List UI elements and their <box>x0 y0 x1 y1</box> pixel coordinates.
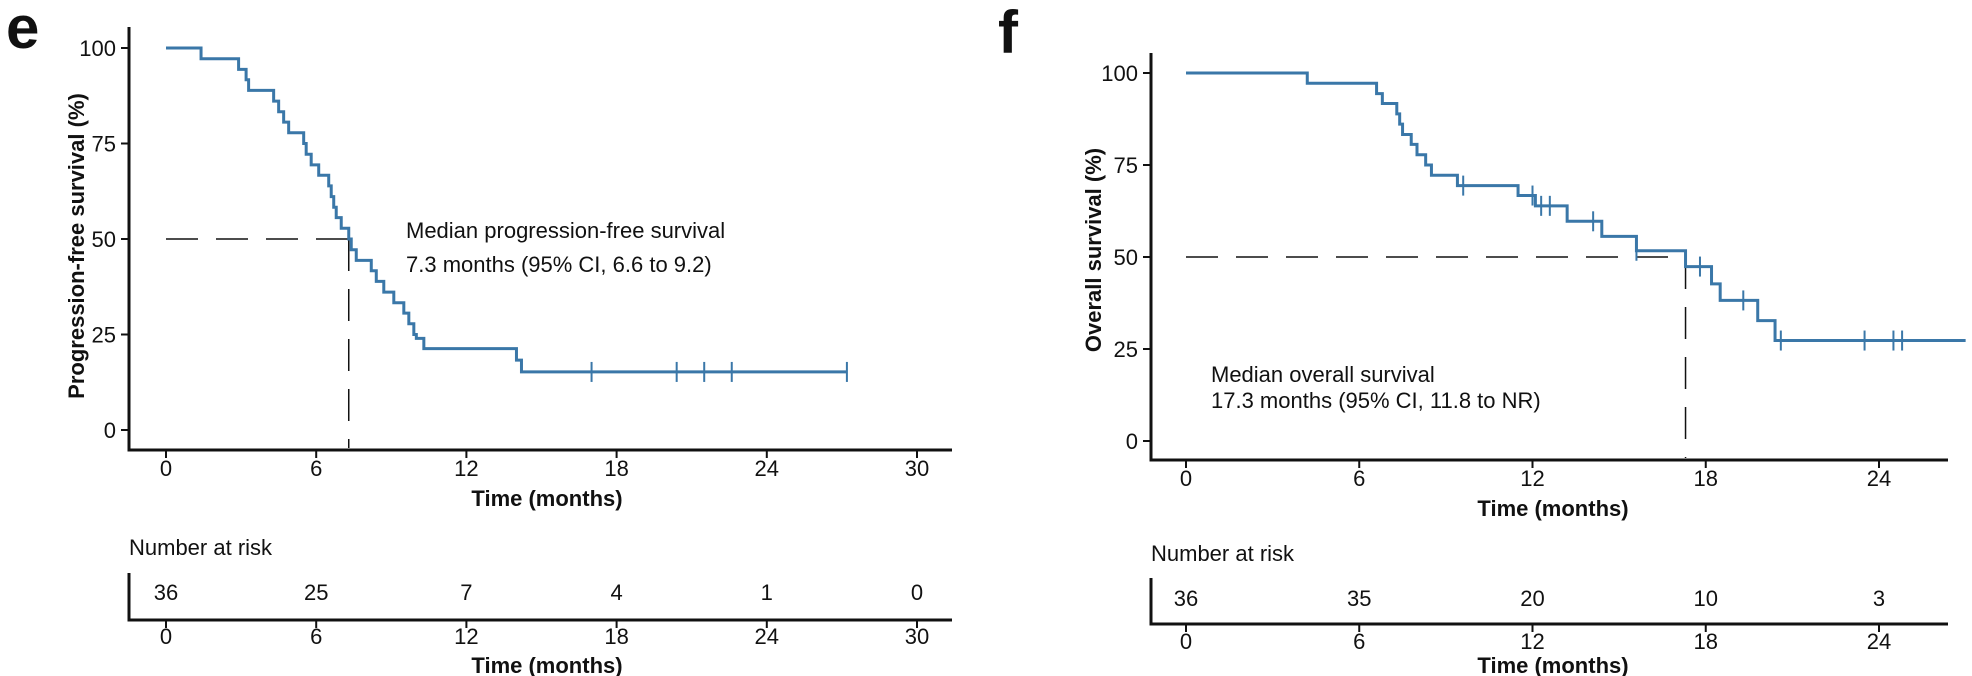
os-risk-x-tick-label: 0 <box>1180 629 1192 654</box>
os-y-tick-label: 0 <box>1126 429 1138 454</box>
pfs-risk-count: 0 <box>911 580 923 605</box>
os-risk-x-tick-label: 6 <box>1353 629 1365 654</box>
pfs-risk-x-tick-label: 18 <box>604 624 628 649</box>
pfs-risk-count: 4 <box>610 580 622 605</box>
pfs-risk-x-ticks: 0 6 12 18 24 30 <box>160 620 929 649</box>
os-x-tick-label: 18 <box>1694 466 1718 491</box>
os-risk-x-tick-label: 24 <box>1867 629 1891 654</box>
os-y-ticks: 0 25 50 75 100 <box>1101 61 1151 454</box>
os-x-tick-label: 24 <box>1867 466 1891 491</box>
pfs-x-tick-label: 6 <box>310 456 322 481</box>
pfs-median-annotation-line1: Median progression-free survival <box>406 218 725 243</box>
pfs-x-tick-label: 18 <box>604 456 628 481</box>
pfs-x-ticks: 0 6 12 18 24 30 <box>160 450 929 481</box>
os-risk-x-tick-label: 18 <box>1694 629 1718 654</box>
pfs-risk-count: 7 <box>460 580 472 605</box>
pfs-y-tick-label: 25 <box>92 323 116 348</box>
os-risk-counts: 36 35 20 10 3 <box>1174 586 1885 611</box>
pfs-risk-counts: 36 25 7 4 1 0 <box>154 580 923 605</box>
pfs-x-tick-label: 24 <box>755 456 779 481</box>
os-y-tick-label: 75 <box>1114 153 1138 178</box>
pfs-risk-count: 1 <box>761 580 773 605</box>
os-median-annotation-line1: Median overall survival <box>1211 362 1435 387</box>
os-risk-x-tick-label: 12 <box>1520 629 1544 654</box>
os-risk-x-axis-title: Time (months) <box>1477 653 1628 676</box>
pfs-risk-axes <box>127 573 952 622</box>
os-risk-table-title: Number at risk <box>1151 541 1295 566</box>
os-x-ticks: 0 6 12 18 24 <box>1180 460 1891 491</box>
pfs-median-guide <box>166 238 350 448</box>
pfs-x-tick-label: 12 <box>454 456 478 481</box>
os-risk-count: 20 <box>1520 586 1544 611</box>
os-x-tick-label: 6 <box>1353 466 1365 491</box>
pfs-risk-count: 36 <box>154 580 178 605</box>
pfs-x-axis-title: Time (months) <box>471 486 622 511</box>
pfs-risk-x-tick-label: 30 <box>905 624 929 649</box>
os-axes <box>1149 53 1948 462</box>
pfs-x-tick-label: 30 <box>905 456 929 481</box>
os-x-axis-title: Time (months) <box>1477 496 1628 521</box>
os-x-tick-label: 12 <box>1520 466 1544 491</box>
pfs-y-tick-label: 50 <box>92 227 116 252</box>
pfs-risk-table-title: Number at risk <box>129 535 273 560</box>
os-survival-curve <box>1186 71 1966 343</box>
pfs-y-tick-label: 75 <box>92 132 116 157</box>
pfs-y-axis-title: Progression-free survival (%) <box>64 93 89 399</box>
pfs-median-annotation-line2: 7.3 months (95% CI, 6.6 to 9.2) <box>406 252 712 277</box>
pfs-axes <box>127 27 952 452</box>
os-risk-count: 36 <box>1174 586 1198 611</box>
pfs-risk-x-axis-title: Time (months) <box>471 653 622 676</box>
os-risk-axes <box>1149 578 1948 626</box>
os-risk-count: 35 <box>1347 586 1371 611</box>
panel-letter-e: e <box>6 0 39 61</box>
os-censor-marks <box>1462 175 1904 351</box>
os-risk-count: 10 <box>1694 586 1718 611</box>
os-median-guide <box>1186 256 1687 458</box>
os-y-axis-title: Overall survival (%) <box>1081 148 1106 352</box>
os-median-annotation-line2: 17.3 months (95% CI, 11.8 to NR) <box>1211 388 1541 413</box>
pfs-censor-marks <box>590 361 848 382</box>
pfs-y-tick-label: 0 <box>104 418 116 443</box>
panel-letter-f: f <box>998 0 1019 66</box>
pfs-x-tick-label: 0 <box>160 456 172 481</box>
os-risk-count: 3 <box>1873 586 1885 611</box>
os-y-tick-label: 50 <box>1114 245 1138 270</box>
pfs-survival-curve <box>166 46 847 374</box>
os-y-tick-label: 25 <box>1114 337 1138 362</box>
pfs-risk-count: 25 <box>304 580 328 605</box>
os-x-tick-label: 0 <box>1180 466 1192 491</box>
pfs-risk-x-tick-label: 24 <box>755 624 779 649</box>
pfs-risk-x-tick-label: 0 <box>160 624 172 649</box>
os-risk-x-ticks: 0 6 12 18 24 <box>1180 624 1891 654</box>
pfs-y-tick-label: 100 <box>79 36 116 61</box>
pfs-risk-x-tick-label: 6 <box>310 624 322 649</box>
pfs-risk-x-tick-label: 12 <box>454 624 478 649</box>
os-y-tick-label: 100 <box>1101 61 1138 86</box>
pfs-y-ticks: 0 25 50 75 100 <box>79 36 129 443</box>
